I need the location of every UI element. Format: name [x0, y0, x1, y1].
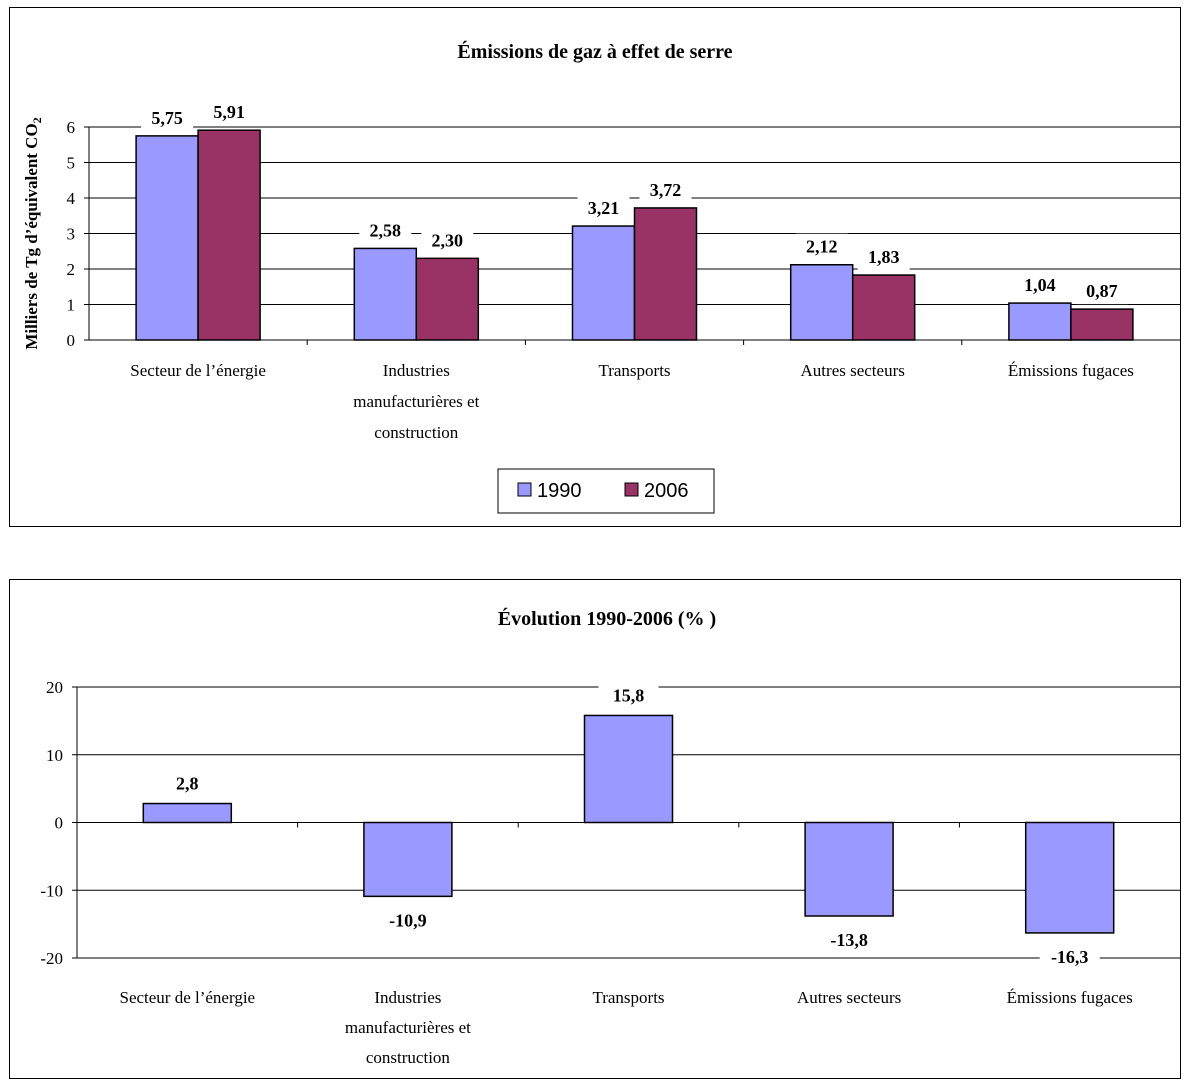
bar-1990 — [789, 263, 854, 341]
bar — [583, 714, 674, 824]
data-label-bg — [203, 99, 256, 126]
y-tick-label: 6 — [67, 118, 76, 137]
legend-label-2006: 2006 — [644, 480, 689, 502]
data-label-bg — [377, 907, 438, 934]
emissions-chart: Émissions de gaz à effet de serre Millier… — [22, 40, 1180, 514]
bar-2006 — [415, 257, 480, 341]
data-label-bg — [1013, 272, 1066, 299]
category-label: Secteur de l’énergie — [119, 988, 255, 1007]
bar — [804, 821, 894, 917]
y-tick-label: 10 — [46, 746, 63, 765]
category-label: Transports — [592, 988, 664, 1007]
y-tick-label: 4 — [67, 189, 76, 208]
category-label: Autres secteurs — [801, 361, 905, 380]
bar-2006 — [1070, 308, 1134, 341]
data-label: -13,8 — [830, 930, 868, 950]
y-tick-label: 0 — [55, 814, 64, 833]
bar-2006 — [851, 274, 916, 341]
category-label: Secteur de l’énergie — [130, 361, 266, 380]
category-label: Émissions fugaces — [1007, 988, 1133, 1007]
y-tick-label: 1 — [67, 296, 76, 315]
y-tick-label: 0 — [67, 331, 76, 350]
data-label-bg — [577, 195, 630, 222]
data-label: 1,83 — [868, 247, 900, 267]
data-label-bg — [141, 104, 194, 131]
y-tick-label: 5 — [67, 154, 76, 173]
emissions-chart-frame: Émissions de gaz à effet de serre Millier… — [9, 7, 1181, 527]
category-label: Émissions fugaces — [1008, 361, 1134, 380]
category-label: Industries — [374, 988, 441, 1007]
category-label: Transports — [598, 361, 670, 380]
data-label: 1,04 — [1024, 275, 1056, 295]
data-label-bg — [1039, 943, 1100, 970]
y-axis-label: Milliers de Tg d’équivalent CO2 — [22, 117, 44, 349]
data-label: 2,8 — [176, 774, 199, 794]
y-tick-label: 2 — [67, 260, 76, 279]
evolution-chart-frame: Évolution 1990-2006 (% ) 20 10 0 -10 -20 2,8 Se… — [9, 579, 1181, 1079]
legend-label-1990: 1990 — [537, 480, 582, 502]
y-tick-label: 3 — [67, 225, 76, 244]
bar-1990 — [571, 225, 636, 341]
data-label-bg — [359, 217, 412, 244]
legend-box — [497, 468, 715, 514]
chart-title: Évolution 1990-2006 (% ) — [498, 607, 716, 630]
bar — [1024, 821, 1115, 934]
bar — [142, 802, 233, 824]
legend-swatch-1990 — [517, 482, 532, 497]
bar — [363, 821, 453, 898]
data-label-bg — [157, 770, 218, 797]
data-label-bg — [819, 926, 880, 953]
data-label-bg — [598, 682, 659, 709]
bar-1990 — [135, 135, 199, 341]
data-label-bg — [639, 176, 692, 203]
chart-title: Émissions de gaz à effet de serre — [457, 40, 732, 63]
bar-1990 — [1008, 302, 1072, 341]
y-tick-label: 20 — [46, 678, 63, 697]
y-tick-label: -20 — [40, 949, 63, 968]
data-label-bg — [1075, 278, 1128, 305]
data-label: -16,3 — [1051, 947, 1089, 967]
data-label-bg — [795, 233, 848, 260]
data-label: 5,75 — [151, 108, 183, 128]
category-label: construction — [374, 423, 459, 442]
legend-swatch-2006 — [624, 482, 639, 497]
data-label: 2,58 — [370, 220, 402, 240]
data-label: 3,21 — [588, 198, 620, 218]
evolution-chart: Évolution 1990-2006 (% ) 20 10 0 -10 -20 2,8 Se… — [40, 607, 1180, 1067]
y-tick-label: -10 — [40, 881, 63, 900]
category-label: Industries — [383, 361, 450, 380]
bar-2006 — [197, 129, 261, 341]
data-label: -10,9 — [389, 910, 427, 930]
data-label-bg — [421, 227, 474, 254]
category-label: construction — [366, 1048, 451, 1067]
category-label: Autres secteurs — [797, 988, 901, 1007]
data-label: 2,30 — [432, 230, 464, 250]
data-label: 2,12 — [806, 237, 838, 257]
bar-1990 — [353, 247, 418, 341]
category-label: manufacturières et — [353, 392, 479, 411]
category-label: manufacturières et — [345, 1018, 471, 1037]
bar-2006 — [633, 207, 698, 341]
data-label: 15,8 — [613, 685, 645, 705]
data-label: 0,87 — [1086, 281, 1118, 301]
legend: 1990 2006 — [497, 468, 715, 514]
data-label: 3,72 — [650, 180, 682, 200]
data-label: 5,91 — [213, 102, 245, 122]
data-label-bg — [857, 244, 910, 271]
